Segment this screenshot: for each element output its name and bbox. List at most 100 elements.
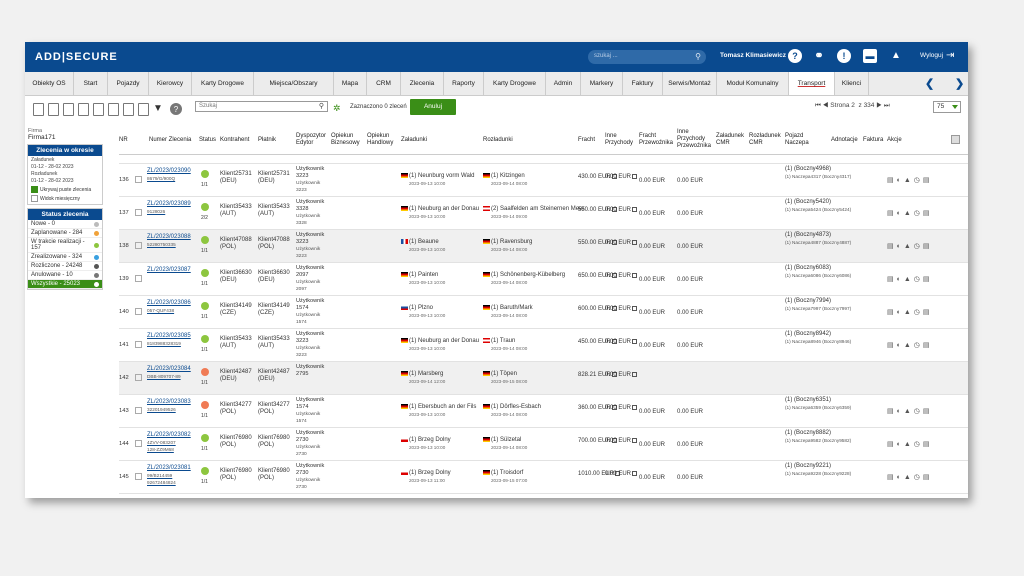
- table-row[interactable]: 145 ZL/2023/023081 99/B214459 92672484824 1/…: [119, 461, 968, 494]
- row-actions[interactable]: ▤◐▲◷▤: [887, 177, 933, 184]
- import-icon[interactable]: [108, 102, 119, 116]
- income-checkbox[interactable]: [632, 240, 638, 245]
- row-actions[interactable]: ▤◐▲◷▤: [887, 243, 933, 250]
- status-filter-item[interactable]: Zaplanowane - 284: [28, 229, 102, 238]
- table-row[interactable]: 139 ZL/2023/023087 1/1 Klient36630 (DEU) Kli…: [119, 263, 968, 296]
- help-circle-icon[interactable]: ?: [170, 103, 182, 115]
- order-number-link[interactable]: ZL/2023/023086 057-QUF438: [147, 300, 191, 313]
- new-document-icon[interactable]: [33, 102, 44, 116]
- table-row[interactable]: 144 ZL/2023/023082 4ZVV-083207 128-ZZ9M68 1/…: [119, 428, 968, 461]
- order-number-link[interactable]: ZL/2023/023088 52280750335: [147, 234, 191, 247]
- order-number-link[interactable]: ZL/2023/023090 8679/G/900Q: [147, 168, 191, 181]
- freight-checkbox[interactable]: [611, 273, 617, 278]
- order-number-link[interactable]: ZL/2023/023085 8183988328319: [147, 333, 191, 346]
- status-filter-item[interactable]: W trakcie realizacji - 157: [28, 238, 102, 253]
- copy-icon[interactable]: [48, 102, 59, 116]
- user-name[interactable]: Tomasz Klimasiewicz: [720, 52, 786, 59]
- cancel-button[interactable]: Anuluj: [410, 99, 456, 115]
- chat-icon[interactable]: ▬: [863, 49, 877, 63]
- tab-modul-komunalny[interactable]: Moduł Komunalny: [717, 72, 789, 95]
- nav-prev-icon[interactable]: ❮: [925, 78, 935, 90]
- order-number-link[interactable]: ZL/2023/023082 4ZVV-083207 128-ZZ9M68: [147, 432, 191, 452]
- freight-checkbox[interactable]: [615, 471, 621, 476]
- tab-karty-drogowe[interactable]: Karty Drogowe: [192, 72, 254, 95]
- tab-karty-drogowe-2[interactable]: Karty Drogowe: [484, 72, 546, 95]
- global-search-input[interactable]: szukaj ... ⚲: [588, 50, 706, 64]
- alert-icon[interactable]: !: [837, 49, 851, 63]
- hide-empty-checkbox[interactable]: Ukrywaj puste zlecenia: [31, 186, 99, 193]
- tab-klienci[interactable]: Klienci: [835, 72, 869, 95]
- table-row[interactable]: 137 ZL/2023/023089 9128026 2/2 Klient35433 (…: [119, 197, 968, 230]
- row-note-icon[interactable]: [135, 275, 142, 282]
- income-checkbox[interactable]: [632, 207, 638, 212]
- zal-date-range[interactable]: 01-12 - 28-02 2023: [31, 164, 74, 170]
- row-note-icon[interactable]: [135, 242, 142, 249]
- table-row[interactable]: 140 ZL/2023/023086 057-QUF438 1/1 Klient3414…: [119, 296, 968, 329]
- tab-zlecenia[interactable]: Zlecenia: [401, 72, 444, 95]
- tab-markery[interactable]: Markery: [581, 72, 623, 95]
- status-filter-item[interactable]: Zrealizowane - 324: [28, 253, 102, 262]
- row-note-icon[interactable]: [135, 176, 142, 183]
- tab-mapa[interactable]: Mapa: [334, 72, 367, 95]
- row-actions[interactable]: ▤◐▲◷▤: [887, 408, 933, 415]
- income-checkbox[interactable]: [632, 273, 638, 278]
- page-input[interactable]: 2: [851, 102, 855, 109]
- next-page-icon[interactable]: ▶: [876, 102, 883, 109]
- firma-value[interactable]: Firma171: [28, 134, 56, 141]
- freight-checkbox[interactable]: [611, 438, 617, 443]
- logout-icon[interactable]: ⇥: [946, 50, 955, 61]
- settings-icon[interactable]: ✲: [333, 103, 341, 113]
- income-checkbox[interactable]: [632, 405, 638, 410]
- tab-raporty[interactable]: Raporty: [444, 72, 484, 95]
- freight-checkbox[interactable]: [611, 240, 617, 245]
- order-number-link[interactable]: ZL/2023/023089 9128026: [147, 201, 191, 214]
- status-filter-item[interactable]: Nowe - 0: [28, 220, 102, 229]
- help-icon[interactable]: ?: [788, 49, 802, 63]
- last-page-icon[interactable]: ⏭: [883, 102, 890, 109]
- income-checkbox[interactable]: [632, 372, 638, 377]
- search-icon[interactable]: ⚲: [318, 103, 324, 110]
- row-note-icon[interactable]: [135, 308, 142, 315]
- order-number-link[interactable]: ZL/2023/023081 99/B214459 92672484824: [147, 465, 191, 485]
- nav-next-icon[interactable]: ❯: [955, 78, 965, 90]
- freight-checkbox[interactable]: [611, 174, 617, 179]
- tab-crm[interactable]: CRM: [367, 72, 401, 95]
- export-icon[interactable]: [93, 102, 104, 116]
- row-actions[interactable]: ▤◐▲◷▤: [887, 474, 933, 481]
- freight-checkbox[interactable]: [611, 405, 617, 410]
- income-checkbox[interactable]: [632, 306, 638, 311]
- row-actions[interactable]: ▤◐▲◷▤: [887, 309, 933, 316]
- freight-checkbox[interactable]: [611, 372, 617, 377]
- income-checkbox[interactable]: [632, 174, 638, 179]
- tab-pojazdy[interactable]: Pojazdy: [108, 72, 149, 95]
- row-note-icon[interactable]: [135, 341, 142, 348]
- first-page-icon[interactable]: ⏮: [815, 102, 821, 109]
- order-number-link[interactable]: ZL/2023/023083 32201949526: [147, 399, 191, 412]
- table-row[interactable]: 138 ZL/2023/023088 52280750335 1/1 Klient470…: [119, 230, 968, 263]
- income-checkbox[interactable]: [632, 471, 638, 476]
- row-note-icon[interactable]: [135, 374, 142, 381]
- freight-checkbox[interactable]: [611, 306, 617, 311]
- status-filter-item[interactable]: Anulowane - 10: [28, 271, 102, 280]
- tab-admin[interactable]: Admin: [546, 72, 581, 95]
- freight-checkbox[interactable]: [611, 207, 617, 212]
- income-checkbox[interactable]: [632, 438, 638, 443]
- roz-date-range[interactable]: 01-12 - 28-02 2023: [31, 178, 74, 184]
- trash-icon[interactable]: [63, 102, 74, 116]
- table-row[interactable]: 136 ZL/2023/023090 8679/G/900Q 1/1 Klient257…: [119, 164, 968, 197]
- table-row[interactable]: 141 ZL/2023/023085 8183988328319 1/1 Klient3…: [119, 329, 968, 362]
- table-search-input[interactable]: Szukaj ⚲: [195, 101, 328, 112]
- row-actions[interactable]: ▤◐▲◷▤: [887, 210, 933, 217]
- select-all-checkbox[interactable]: [951, 135, 960, 144]
- order-number-link[interactable]: ZL/2023/023084 DBB-809707-89: [147, 366, 191, 379]
- monthly-view-checkbox[interactable]: Widok miesięczny: [31, 195, 99, 202]
- link-icon[interactable]: ⚭: [814, 50, 824, 62]
- tab-kierowcy[interactable]: Kierowcy: [149, 72, 192, 95]
- row-note-icon[interactable]: [135, 440, 142, 447]
- row-actions[interactable]: ▤◐▲◷▤: [887, 276, 933, 283]
- freight-checkbox[interactable]: [611, 339, 617, 344]
- row-actions[interactable]: ▤◐▲◷▤: [887, 441, 933, 448]
- chevron-up-icon[interactable]: ▲: [891, 50, 901, 61]
- download-icon[interactable]: [123, 102, 134, 116]
- table-icon[interactable]: [138, 102, 149, 116]
